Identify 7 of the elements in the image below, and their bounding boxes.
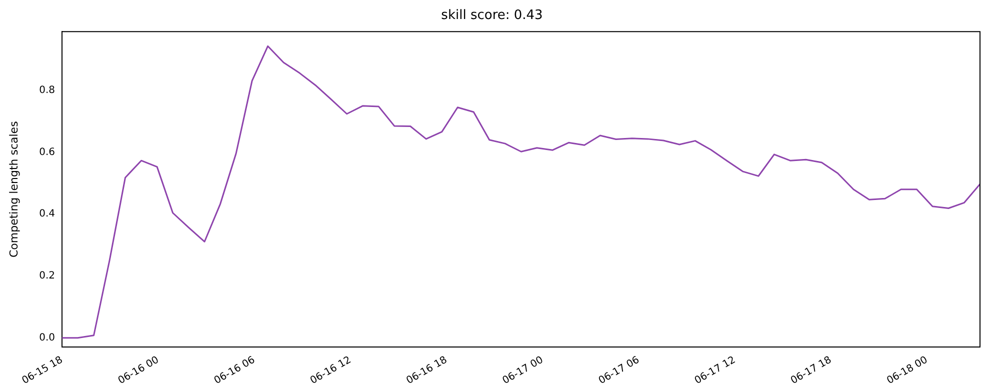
y-tick-label: 0.8 (39, 84, 55, 96)
chart-title: skill score: 0.43 (441, 8, 543, 24)
y-tick-label: 0.4 (39, 208, 55, 220)
y-tick-label: 0.2 (39, 270, 55, 282)
y-axis-title: Competing length scales (7, 120, 20, 258)
y-tick-label: 0.0 (39, 332, 55, 344)
y-tick-label: 0.6 (39, 146, 55, 158)
